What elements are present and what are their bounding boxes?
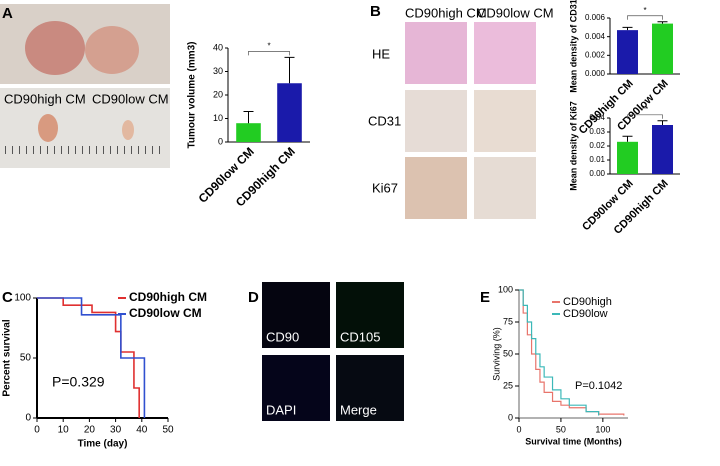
legend-label: CD90high (563, 296, 612, 308)
fluor-label: CD105 (340, 329, 380, 344)
y-tick-label: 25 (503, 380, 513, 390)
panel-label: A (2, 5, 13, 22)
x-tick-label: 20 (84, 425, 96, 436)
x-tick-label: 50 (162, 425, 174, 436)
error-bar (657, 21, 668, 24)
annotation: P=0.329 (52, 374, 105, 390)
error-bar (622, 26, 633, 31)
y-tick-label: 20 (213, 89, 223, 99)
y-tick-label: 0.002 (585, 50, 606, 59)
photo-label: CD90low CM (92, 91, 169, 106)
row-label: HE (372, 46, 390, 61)
y-tick-label: 50 (20, 353, 32, 364)
ki67-image (405, 157, 467, 219)
y-tick-label: 100 (14, 293, 31, 304)
y-tick-label: 75 (503, 316, 513, 326)
error-bar (622, 135, 633, 142)
bar (617, 30, 638, 75)
y-tick-label: 0 (25, 413, 31, 424)
y-tick-label: 0.004 (585, 32, 606, 41)
legend-label: CD90high CM (129, 290, 207, 304)
y-tick-label: 0.006 (585, 13, 606, 22)
error-bar (284, 56, 295, 84)
survival-line (37, 297, 140, 418)
he-image (405, 22, 467, 84)
fluor-label: CD90 (266, 329, 299, 344)
bar (652, 23, 673, 75)
y-axis-label: Tumour volume (mm3) (187, 41, 198, 148)
cd31-image (474, 90, 536, 152)
column-label: CD90high CM (405, 5, 487, 20)
y-tick-label: 100 (498, 284, 513, 294)
significance-bracket (248, 51, 290, 56)
row-label: Ki67 (372, 180, 398, 195)
significance-bracket (627, 114, 663, 119)
photo-label: CD90high CM (4, 91, 86, 106)
fluor-image (336, 282, 404, 348)
tumour (25, 21, 85, 75)
fluor-image (262, 282, 330, 348)
significance-bracket (627, 15, 663, 20)
error-bar (657, 120, 668, 125)
bar (652, 125, 673, 174)
column-label: CD90low CM (477, 5, 554, 20)
x-tick-label: 10 (58, 425, 70, 436)
tumour (38, 114, 58, 142)
survival-line (519, 289, 600, 416)
panel-label: B (370, 3, 381, 20)
x-tick-label: 100 (595, 424, 610, 434)
fluor-image (262, 355, 330, 421)
panel-label: E (480, 289, 490, 306)
x-axis-label: Survival time (Months) (525, 436, 622, 446)
error-bar (243, 110, 254, 124)
y-axis-label: Percent survival (2, 319, 13, 396)
y-tick-label: 10 (213, 113, 223, 123)
y-tick-label: 0.04 (589, 113, 605, 122)
fluor-label: Merge (340, 402, 377, 417)
y-tick-label: 40 (213, 42, 223, 52)
fluor-label: DAPI (266, 402, 296, 417)
y-tick-label: 0 (218, 136, 223, 146)
y-tick-label: 0.00 (589, 169, 605, 178)
tumour (85, 26, 139, 74)
y-axis-label: Surviving (%) (491, 327, 501, 381)
x-axis-label: Time (day) (78, 439, 128, 450)
y-axis-label: Mean density of CD31 (568, 0, 578, 93)
tumour (122, 120, 134, 140)
y-tick-label: 0.03 (589, 127, 605, 136)
y-tick-label: 0.000 (585, 69, 606, 78)
bar (236, 123, 261, 142)
panel-label: D (248, 289, 259, 306)
bar (277, 83, 302, 142)
x-tick-label: 40 (136, 425, 148, 436)
legend-label: CD90low (563, 308, 608, 320)
fluor-image (336, 355, 404, 421)
bar (617, 141, 638, 174)
panel-label: C (2, 289, 13, 306)
row-label: CD31 (368, 113, 401, 128)
y-tick-label: 0 (508, 412, 513, 422)
x-tick-label: 30 (110, 425, 122, 436)
x-tick-label: 0 (34, 425, 40, 436)
x-tick-label: 50 (556, 424, 566, 434)
y-axis-label: Mean density of Ki67 (568, 101, 578, 191)
cd31-image (405, 90, 467, 152)
x-tick-label: 0 (516, 424, 521, 434)
y-tick-label: 30 (213, 66, 223, 76)
y-tick-label: 0.02 (589, 141, 605, 150)
significance: ** (642, 105, 648, 114)
legend-label: CD90low CM (129, 306, 202, 320)
annotation: P=0.1042 (575, 380, 622, 392)
he-image (474, 22, 536, 84)
y-tick-label: 50 (503, 348, 513, 358)
significance: * (643, 6, 646, 15)
tumour-photo (0, 88, 170, 168)
significance: * (267, 42, 270, 51)
ki67-image (474, 157, 536, 219)
y-tick-label: 0.01 (589, 155, 605, 164)
